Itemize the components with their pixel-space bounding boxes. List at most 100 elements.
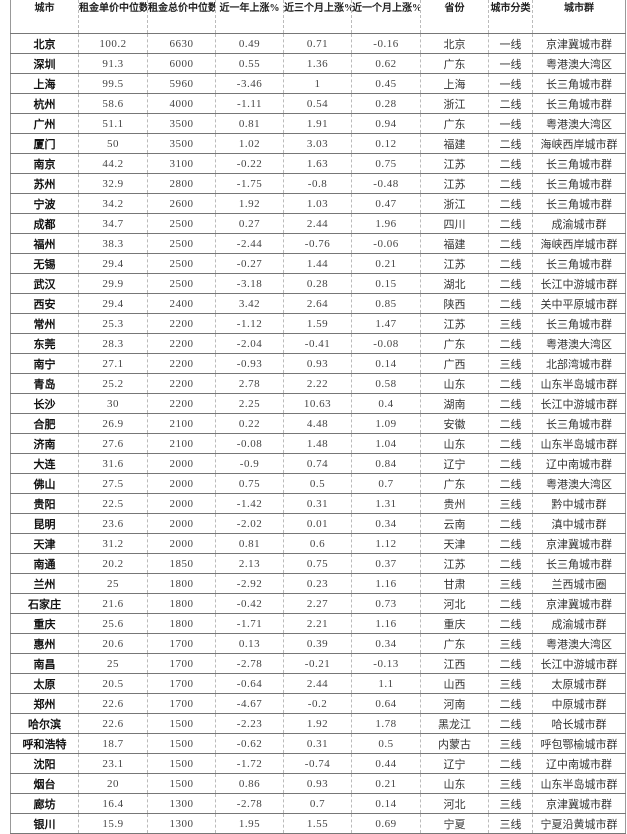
cell-3month-change: 0.93 (283, 773, 352, 794)
cell-tier: 一线 (488, 73, 533, 94)
cell-total-rent: 2200 (147, 333, 216, 354)
cell-1month-change: 0.37 (351, 553, 421, 574)
cell-province: 宁夏 (420, 813, 489, 834)
cell-3month-change: 0.54 (283, 93, 352, 114)
cell-city-cluster: 长三角城市群 (532, 73, 626, 94)
table-row: 郑州 22.6 1700 -4.67 -0.2 0.64 河南 二线 中原城市群 (10, 693, 626, 714)
cell-city: 合肥 (10, 413, 79, 434)
cell-yearly-change: 1.02 (215, 133, 284, 154)
cell-yearly-change: -2.44 (215, 233, 284, 254)
cell-province: 广东 (420, 473, 489, 494)
cell-3month-change: 0.23 (283, 573, 352, 594)
cell-city-cluster: 京津冀城市群 (532, 593, 626, 614)
cell-province: 北京 (420, 33, 489, 54)
cell-3month-change: 2.27 (283, 593, 352, 614)
cell-tier: 二线 (488, 193, 533, 214)
cell-yearly-change: -2.92 (215, 573, 284, 594)
cell-total-rent: 1500 (147, 773, 216, 794)
cell-total-rent: 1850 (147, 553, 216, 574)
cell-1month-change: 1.96 (351, 213, 421, 234)
cell-tier: 一线 (488, 113, 533, 134)
cell-city-cluster: 长三角城市群 (532, 153, 626, 174)
cell-city: 无锡 (10, 253, 79, 274)
table-row: 贵阳 22.5 2000 -1.42 0.31 1.31 贵州 三线 黔中城市群 (10, 493, 626, 514)
cell-3month-change: 1.44 (283, 253, 352, 274)
cell-province: 陕西 (420, 293, 489, 314)
cell-city: 南宁 (10, 353, 79, 374)
cell-3month-change: 0.75 (283, 553, 352, 574)
table-row: 南通 20.2 1850 2.13 0.75 0.37 江苏 二线 长三角城市群 (10, 553, 626, 574)
cell-city: 武汉 (10, 273, 79, 294)
cell-tier: 二线 (488, 233, 533, 254)
cell-tier: 二线 (488, 453, 533, 474)
table-row: 成都 34.7 2500 0.27 2.44 1.96 四川 二线 成渝城市群 (10, 213, 626, 234)
cell-city: 西安 (10, 293, 79, 314)
cell-city: 兰州 (10, 573, 79, 594)
cell-yearly-change: -0.42 (215, 593, 284, 614)
cell-yearly-change: -3.46 (215, 73, 284, 94)
cell-province: 福建 (420, 233, 489, 254)
cell-city: 南京 (10, 153, 79, 174)
cell-3month-change: 1.48 (283, 433, 352, 454)
cell-province: 内蒙古 (420, 733, 489, 754)
table-row: 南京 44.2 3100 -0.22 1.63 0.75 江苏 二线 长三角城市群 (10, 153, 626, 174)
cell-province: 广西 (420, 353, 489, 374)
cell-city: 重庆 (10, 613, 79, 634)
table-row: 西安 29.4 2400 3.42 2.64 0.85 陕西 二线 关中平原城市群 (10, 293, 626, 314)
table-row: 惠州 20.6 1700 0.13 0.39 0.34 广东 三线 粤港澳大湾区 (10, 633, 626, 654)
table-row: 大连 31.6 2000 -0.9 0.74 0.84 辽宁 二线 辽中南城市群 (10, 453, 626, 474)
cell-total-rent: 2000 (147, 533, 216, 554)
cell-total-rent: 1500 (147, 733, 216, 754)
cell-province: 重庆 (420, 613, 489, 634)
cell-province: 江苏 (420, 153, 489, 174)
cell-city-cluster: 长江中游城市群 (532, 273, 626, 294)
cell-tier: 二线 (488, 713, 533, 734)
cell-unit-rent: 27.1 (78, 353, 148, 374)
cell-city: 厦门 (10, 133, 79, 154)
cell-1month-change: 1.47 (351, 313, 421, 334)
cell-tier: 二线 (488, 213, 533, 234)
cell-city: 贵阳 (10, 493, 79, 514)
cell-city-cluster: 粤港澳大湾区 (532, 473, 626, 494)
cell-total-rent: 2100 (147, 413, 216, 434)
table-row: 沈阳 23.1 1500 -1.72 -0.74 0.44 辽宁 二线 辽中南城市群 (10, 753, 626, 774)
cell-1month-change: 0.84 (351, 453, 421, 474)
cell-1month-change: 0.34 (351, 633, 421, 654)
cell-unit-rent: 58.6 (78, 93, 148, 114)
cell-tier: 二线 (488, 613, 533, 634)
cell-province: 辽宁 (420, 453, 489, 474)
cell-1month-change: 1.16 (351, 613, 421, 634)
cell-3month-change: 1.92 (283, 713, 352, 734)
cell-3month-change: 4.48 (283, 413, 352, 434)
cell-province: 山东 (420, 433, 489, 454)
cell-tier: 二线 (488, 533, 533, 554)
cell-total-rent: 2100 (147, 433, 216, 454)
cell-city: 上海 (10, 73, 79, 94)
cell-province: 江苏 (420, 553, 489, 574)
cell-tier: 二线 (488, 293, 533, 314)
cell-city-cluster: 呼包鄂榆城市群 (532, 733, 626, 754)
cell-unit-rent: 27.6 (78, 433, 148, 454)
cell-3month-change: 0.74 (283, 453, 352, 474)
cell-total-rent: 2000 (147, 453, 216, 474)
cell-1month-change: 1.78 (351, 713, 421, 734)
cell-city: 烟台 (10, 773, 79, 794)
cell-yearly-change: -0.9 (215, 453, 284, 474)
cell-tier: 二线 (488, 553, 533, 574)
cell-total-rent: 1800 (147, 593, 216, 614)
cell-city: 佛山 (10, 473, 79, 494)
cell-province: 天津 (420, 533, 489, 554)
cell-city: 呼和浩特 (10, 733, 79, 754)
cell-city: 常州 (10, 313, 79, 334)
cell-yearly-change: -1.71 (215, 613, 284, 634)
cell-city: 天津 (10, 533, 79, 554)
cell-city-cluster: 长三角城市群 (532, 313, 626, 334)
cell-province: 黑龙江 (420, 713, 489, 734)
cell-city-cluster: 滇中城市群 (532, 513, 626, 534)
header-row: 城市 租金单价中位数 租金总价中位数 近一年上涨% 近三个月上涨% 近一个月上涨… (10, 0, 626, 34)
cell-unit-rent: 23.1 (78, 753, 148, 774)
table-row: 宁波 34.2 2600 1.92 1.03 0.47 浙江 二线 长三角城市群 (10, 193, 626, 214)
cell-city: 福州 (10, 233, 79, 254)
table-row: 南昌 25 1700 -2.78 -0.21 -0.13 江西 二线 长江中游城市群 (10, 653, 626, 674)
cell-city-cluster: 长三角城市群 (532, 173, 626, 194)
